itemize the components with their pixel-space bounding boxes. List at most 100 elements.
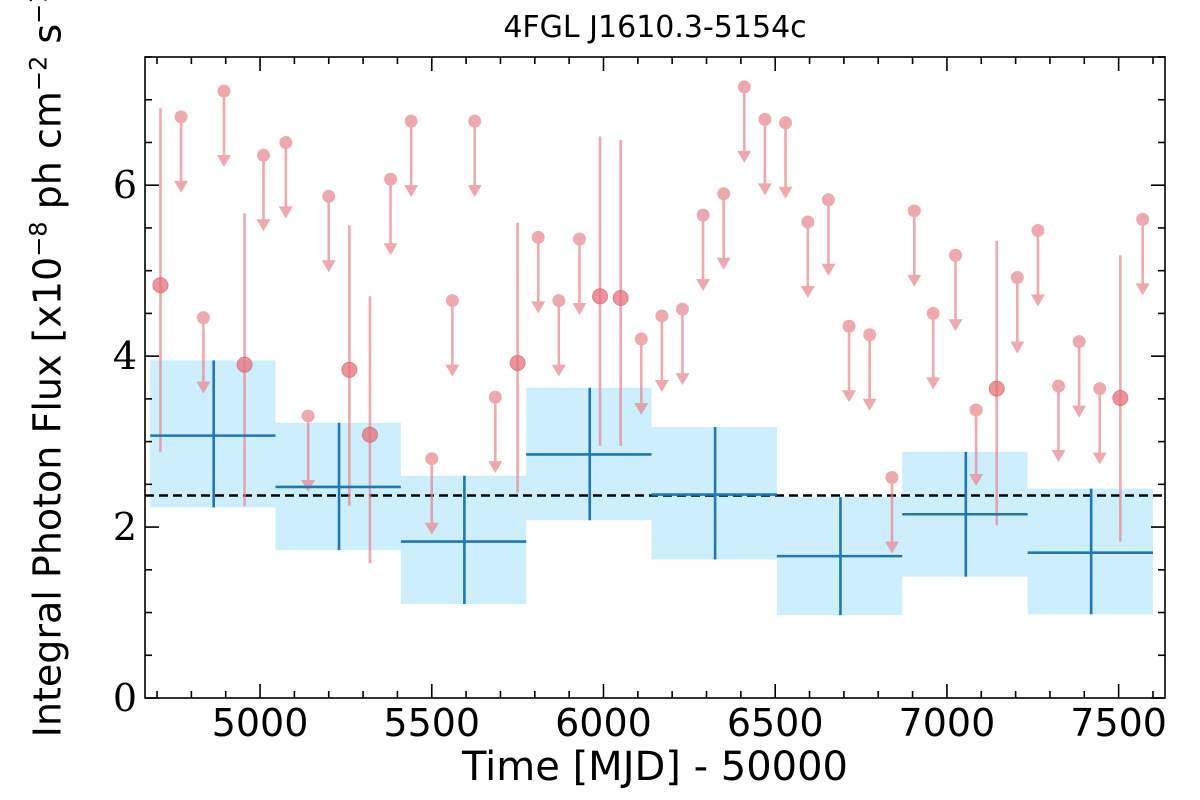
upper-limit-35 bbox=[1051, 379, 1066, 463]
upper-limit-marker bbox=[655, 309, 669, 323]
upper-limit-24 bbox=[800, 215, 815, 298]
bin-fluxes bbox=[150, 360, 1153, 616]
upper-limit-arrowhead bbox=[737, 150, 752, 163]
upper-limit-marker bbox=[572, 232, 586, 246]
upper-limit-arrowhead bbox=[1030, 294, 1045, 307]
upper-limit-3 bbox=[256, 148, 271, 232]
upper-limit-arrowhead bbox=[445, 364, 460, 377]
detection-marker bbox=[341, 361, 358, 378]
upper-limit-5 bbox=[301, 409, 316, 492]
upper-limit-arrowhead bbox=[696, 279, 711, 292]
upper-limit-12 bbox=[488, 390, 503, 474]
upper-limit-arrowhead bbox=[278, 206, 293, 219]
x-tick-label-2: 6000 bbox=[555, 701, 652, 745]
upper-limit-arrowhead bbox=[654, 379, 669, 392]
upper-limit-10 bbox=[445, 294, 460, 377]
upper-limit-marker bbox=[552, 294, 566, 308]
upper-limit-17 bbox=[654, 309, 669, 392]
upper-limit-marker bbox=[322, 189, 336, 203]
upper-limit-arrowhead bbox=[757, 183, 772, 196]
upper-limit-marker bbox=[949, 248, 963, 262]
upper-limit-7 bbox=[383, 172, 398, 256]
bin-flux-4 bbox=[651, 427, 777, 560]
upper-limit-arrowhead bbox=[1051, 450, 1066, 463]
upper-limit-arrowhead bbox=[404, 185, 419, 198]
upper-limit-marker bbox=[1072, 335, 1086, 349]
upper-limit-arrowhead bbox=[1092, 452, 1107, 465]
upper-limit-36 bbox=[1072, 335, 1087, 418]
detection-marker bbox=[592, 288, 609, 305]
detection-marker bbox=[152, 277, 169, 294]
upper-limit-marker bbox=[445, 294, 459, 308]
upper-limit-marker bbox=[404, 114, 418, 128]
upper-limit-arrowhead bbox=[716, 257, 731, 270]
detection-0 bbox=[152, 108, 169, 452]
upper-limit-arrowhead bbox=[256, 219, 271, 232]
upper-limit-marker bbox=[821, 193, 835, 207]
upper-limit-marker bbox=[758, 112, 772, 126]
upper-limit-26 bbox=[842, 319, 857, 403]
upper-limit-marker bbox=[174, 110, 188, 124]
upper-limit-marker bbox=[217, 84, 231, 98]
upper-limit-marker bbox=[488, 390, 502, 404]
upper-limit-marker bbox=[531, 230, 545, 244]
upper-limit-marker bbox=[675, 302, 689, 316]
x-axis-label: Time [MJD] - 50000 bbox=[461, 744, 849, 790]
x-tick-label-3: 6500 bbox=[727, 701, 824, 745]
upper-limit-arrowhead bbox=[551, 364, 566, 377]
upper-limit-21 bbox=[737, 80, 752, 163]
upper-limit-marker bbox=[1010, 271, 1024, 285]
detection-marker bbox=[509, 354, 526, 371]
upper-limit-marker bbox=[696, 208, 710, 222]
upper-limit-1 bbox=[196, 311, 211, 394]
upper-limit-marker bbox=[842, 319, 856, 333]
bin-flux-5 bbox=[776, 497, 903, 616]
upper-limit-arrowhead bbox=[196, 381, 211, 394]
upper-limit-marker bbox=[634, 332, 648, 346]
upper-limit-33 bbox=[1010, 271, 1025, 354]
upper-limit-marker bbox=[196, 311, 210, 325]
upper-limit-arrowhead bbox=[383, 243, 398, 256]
detection-marker bbox=[1112, 390, 1129, 407]
upper-limit-14 bbox=[551, 294, 566, 377]
upper-limit-marker bbox=[279, 135, 293, 149]
detection-3 bbox=[361, 296, 378, 563]
detections bbox=[152, 108, 1129, 563]
detection-8 bbox=[1112, 255, 1129, 542]
upper-limit-22 bbox=[757, 112, 772, 196]
upper-limit-arrowhead bbox=[174, 180, 189, 193]
upper-limit-marker bbox=[801, 215, 815, 229]
upper-limit-13 bbox=[531, 230, 546, 314]
upper-limit-19 bbox=[696, 208, 711, 292]
upper-limit-28 bbox=[884, 470, 899, 554]
upper-limit-marker bbox=[425, 452, 439, 466]
upper-limit-arrowhead bbox=[907, 274, 922, 287]
upper-limit-32 bbox=[969, 403, 984, 486]
upper-limit-arrowhead bbox=[969, 473, 984, 486]
upper-limit-arrowhead bbox=[675, 373, 690, 386]
upper-limit-20 bbox=[716, 187, 731, 270]
bin-flux-1 bbox=[275, 422, 401, 551]
upper-limit-30 bbox=[926, 306, 941, 390]
detection-1 bbox=[236, 213, 253, 506]
plot-frame bbox=[144, 56, 1166, 699]
bin-flux-0 bbox=[150, 360, 276, 508]
upper-limit-31 bbox=[948, 248, 963, 332]
detection-marker bbox=[988, 380, 1005, 397]
upper-limit-23 bbox=[778, 116, 793, 199]
upper-limit-arrowhead bbox=[821, 263, 836, 276]
upper-limit-marker bbox=[1031, 223, 1045, 237]
upper-limit-marker bbox=[1052, 379, 1066, 393]
upper-limit-4 bbox=[278, 135, 293, 219]
upper-limit-marker bbox=[885, 470, 899, 484]
upper-limit-arrowhead bbox=[216, 155, 231, 168]
bin-flux-2 bbox=[400, 475, 527, 604]
upper-limit-18 bbox=[675, 302, 690, 386]
upper-limit-arrowhead bbox=[926, 377, 941, 390]
bin-flux-3 bbox=[526, 387, 652, 521]
upper-limit-9 bbox=[424, 452, 439, 535]
x-tick-label-0: 5000 bbox=[212, 701, 309, 745]
upper-limit-27 bbox=[862, 328, 877, 411]
upper-limit-marker bbox=[907, 204, 921, 218]
